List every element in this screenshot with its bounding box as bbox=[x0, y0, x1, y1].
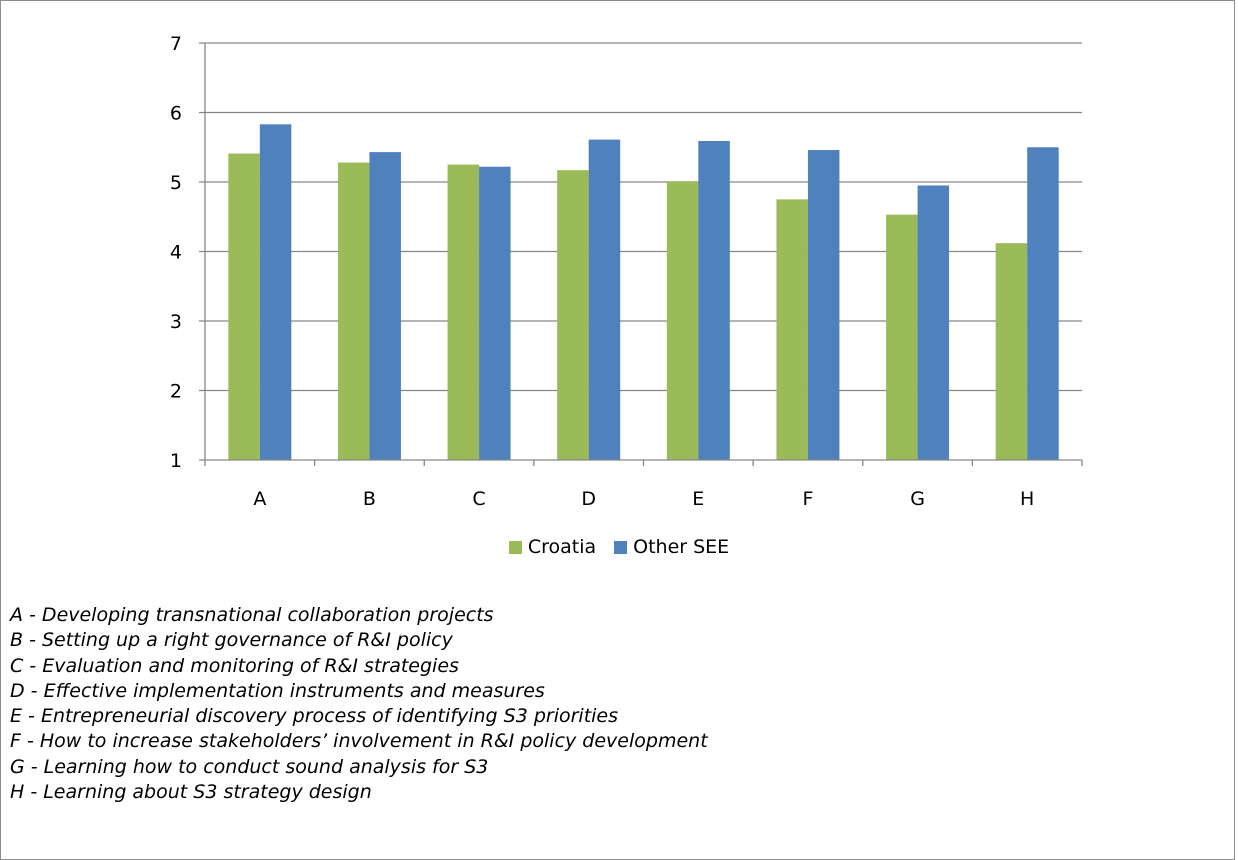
bar-a-other-see bbox=[259, 124, 292, 460]
note-d: D - Effective implementation instruments… bbox=[10, 679, 545, 702]
legend-swatch-other-see bbox=[614, 540, 628, 554]
legend-label-other-see: Other SEE bbox=[633, 536, 730, 558]
x-tick-labels: A B C D E F G H bbox=[253, 488, 1034, 510]
bar-d-croatia bbox=[557, 170, 589, 460]
legend-label-croatia: Croatia bbox=[527, 536, 597, 558]
legend-item-other-see: Other SEE bbox=[614, 536, 729, 558]
x-tick-label-c: C bbox=[472, 488, 485, 510]
y-tick-labels: 1 2 3 4 5 6 7 bbox=[170, 33, 182, 472]
x-tick-label-d: D bbox=[581, 488, 596, 510]
note-f: F - How to increase stakeholders’ involv… bbox=[10, 730, 708, 753]
y-tick-label-3: 3 bbox=[170, 311, 182, 333]
y-tick-label-4: 4 bbox=[170, 242, 182, 264]
category-notes: A - Developing transnational collaborati… bbox=[10, 603, 1210, 805]
note-b: B - Setting up a right governance of R&I… bbox=[10, 629, 453, 652]
x-tick-label-f: F bbox=[802, 488, 813, 510]
bars bbox=[228, 124, 1059, 461]
note-c: C - Evaluation and monitoring of R&I str… bbox=[10, 654, 459, 677]
y-tick-label-7: 7 bbox=[170, 33, 182, 55]
bar-b-other-see bbox=[369, 152, 401, 461]
y-tick-label-1: 1 bbox=[170, 450, 182, 472]
bar-e-croatia bbox=[666, 181, 699, 460]
gridlines bbox=[199, 42, 1082, 392]
note-e: E - Entrepreneurial discovery process of… bbox=[10, 705, 619, 728]
note-h: H - Learning about S3 strategy design bbox=[10, 781, 372, 804]
legend: Croatia Other SEE bbox=[0, 536, 1238, 558]
x-tick-label-b: B bbox=[363, 488, 376, 510]
legend-item-croatia: Croatia bbox=[508, 536, 597, 558]
bar-c-other-see bbox=[479, 166, 511, 460]
y-tick-label-6: 6 bbox=[170, 103, 182, 125]
x-tick-label-h: H bbox=[1020, 488, 1034, 510]
legend-swatch-croatia bbox=[508, 540, 522, 554]
bar-f-croatia bbox=[776, 199, 808, 460]
bar-g-other-see bbox=[917, 185, 950, 460]
bar-h-croatia bbox=[995, 243, 1028, 460]
note-a: A - Developing transnational collaborati… bbox=[10, 604, 494, 626]
note-g: G - Learning how to conduct sound analys… bbox=[10, 755, 489, 778]
bar-g-croatia bbox=[886, 214, 918, 460]
bar-e-other-see bbox=[698, 140, 730, 460]
bar-h-other-see bbox=[1027, 147, 1059, 460]
x-tick-label-a: A bbox=[253, 488, 266, 510]
bar-d-other-see bbox=[588, 139, 621, 461]
bar-f-other-see bbox=[807, 150, 840, 460]
bar-chart: 1 2 3 4 5 6 7 A B C D E F G H bbox=[170, 33, 1083, 510]
bar-c-croatia bbox=[447, 164, 480, 460]
bar-a-croatia bbox=[228, 153, 260, 460]
y-tick-label-5: 5 bbox=[170, 172, 182, 194]
axes bbox=[199, 43, 1083, 466]
bar-b-croatia bbox=[337, 162, 370, 461]
x-tick-label-g: G bbox=[910, 488, 925, 510]
x-tick-label-e: E bbox=[692, 488, 704, 510]
y-tick-label-2: 2 bbox=[170, 381, 182, 403]
